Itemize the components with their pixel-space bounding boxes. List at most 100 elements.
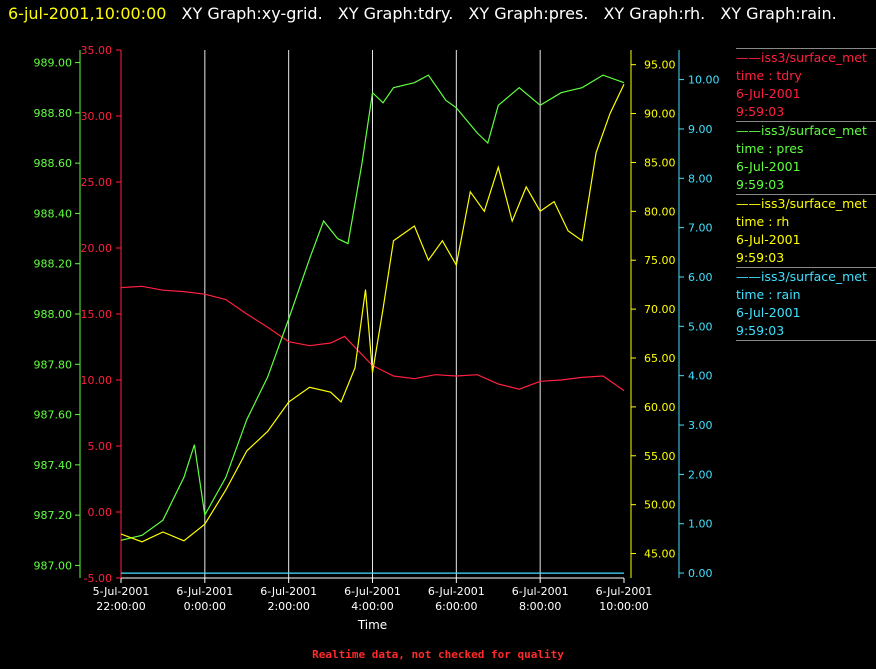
pres-axis-tick-label: 988.40 [34,207,73,220]
legend-source-row: ——iss3/surface_met [736,268,876,286]
rain-axis-tick-label: 2.00 [688,468,713,481]
pres-axis-tick-label: 987.20 [34,509,73,522]
x-tick-label-time: 8:00:00 [519,600,561,613]
legend-field: time : pres [736,141,804,156]
pres-axis-tick-label: 987.40 [34,459,73,472]
pres-axis-tick-label: 987.00 [34,559,73,572]
x-tick-label-date: 6-Jul-2001 [596,585,653,598]
rh-axis-tick-label: 80.00 [644,205,676,218]
legend-date: 6-Jul-2001 [736,305,801,320]
rain-axis-tick-label: 10.00 [688,74,720,87]
legend-date-row: 6-Jul-2001 [736,231,876,249]
pres-axis-tick-label: 988.60 [34,157,73,170]
rh-axis-tick-label: 70.00 [644,303,676,316]
x-tick-label-time: 4:00:00 [351,600,393,613]
legend-date: 6-Jul-2001 [736,86,801,101]
rh-axis-tick-label: 60.00 [644,401,676,414]
legend-entry-rain: ——iss3/surface_met time : rain 6-Jul-2001 9… [736,267,876,340]
rh-axis-tick-label: 65.00 [644,352,676,365]
legend-field-row: time : rh [736,213,876,231]
rain-axis-tick-label: 1.00 [688,518,713,531]
rain-axis-tick-label: 5.00 [688,320,713,333]
legend-time-row: 9:59:03 [736,249,876,267]
legend-time: 9:59:03 [736,104,785,119]
header: 6-jul-2001,10:00:00 XY Graph:xy-grid. XY… [8,2,837,26]
legend-entry-tdry: ——iss3/surface_met time : tdry 6-Jul-2001 9… [736,48,876,121]
legend-source: iss3/surface_met [761,123,867,138]
legend-date: 6-Jul-2001 [736,159,801,174]
rain-axis-tick-label: 0.00 [688,567,713,580]
pres-axis-tick-label: 987.80 [34,358,73,371]
header-title-xy-grid: XY Graph:xy-grid. [181,4,323,23]
tdry-axis-tick-label: 0.00 [88,506,113,519]
legend: ——iss3/surface_met time : tdry 6-Jul-2001 9… [736,48,876,341]
legend-field: time : rain [736,287,801,302]
pres-axis-tick-label: 988.00 [34,308,73,321]
pres-axis-tick-label: 988.20 [34,258,73,271]
tdry-axis-tick-label: 25.00 [81,176,113,189]
x-tick-label-time: 2:00:00 [267,600,309,613]
rain-axis-tick-label: 8.00 [688,172,713,185]
legend-swatch-line: —— [736,196,761,211]
rh-axis-tick-label: 45.00 [644,548,676,561]
pres-axis-tick-label: 988.80 [34,107,73,120]
series-line-tdry [120,285,625,392]
tdry-axis-tick-label: 5.00 [88,440,113,453]
x-axis-label: Time [357,618,387,632]
legend-swatch-line: —— [736,269,761,284]
legend-time: 9:59:03 [736,323,785,338]
tdry-axis-tick-label: 35.00 [81,44,113,57]
legend-field-row: time : rain [736,286,876,304]
legend-source: iss3/surface_met [761,196,867,211]
rh-axis-tick-label: 50.00 [644,499,676,512]
header-title-rain: XY Graph:rain. [720,4,837,23]
rh-axis-tick-label: 90.00 [644,108,676,121]
legend-field: time : tdry [736,68,802,83]
legend-date-row: 6-Jul-2001 [736,304,876,322]
legend-swatch-line: —— [736,50,761,65]
legend-field-row: time : pres [736,140,876,158]
rain-axis-tick-label: 7.00 [688,222,713,235]
legend-source-row: ——iss3/surface_met [736,195,876,213]
tdry-axis-tick-label: 20.00 [81,242,113,255]
x-tick-label-date: 6-Jul-2001 [428,585,485,598]
legend-date-row: 6-Jul-2001 [736,85,876,103]
x-tick-label-date: 6-Jul-2001 [260,585,317,598]
legend-bottom-divider [736,340,876,341]
tdry-axis-tick-label: 30.00 [81,110,113,123]
rh-axis-tick-label: 85.00 [644,156,676,169]
rain-axis-tick-label: 6.00 [688,271,713,284]
rain-axis-tick-label: 9.00 [688,123,713,136]
x-tick-label-time: 10:00:00 [599,600,648,613]
legend-swatch-line: —— [736,123,761,138]
legend-source-row: ——iss3/surface_met [736,122,876,140]
legend-time-row: 9:59:03 [736,322,876,340]
pres-axis-tick-label: 987.60 [34,409,73,422]
tdry-axis-tick-label: 10.00 [81,374,113,387]
x-tick-label-time: 0:00:00 [184,600,226,613]
legend-time-row: 9:59:03 [736,103,876,121]
legend-time-row: 9:59:03 [736,176,876,194]
legend-time: 9:59:03 [736,177,785,192]
legend-entry-rh: ——iss3/surface_met time : rh 6-Jul-2001 9:5… [736,194,876,267]
header-timestamp: 6-jul-2001,10:00:00 [8,4,167,23]
legend-source: iss3/surface_met [761,50,867,65]
tdry-axis-tick-label: 15.00 [81,308,113,321]
legend-source: iss3/surface_met [761,269,867,284]
legend-entry-pres: ——iss3/surface_met time : pres 6-Jul-2001 9… [736,121,876,194]
rh-axis-tick-label: 55.00 [644,450,676,463]
x-tick-label-time: 22:00:00 [96,600,145,613]
x-tick-label-date: 6-Jul-2001 [512,585,569,598]
legend-source-row: ——iss3/surface_met [736,49,876,67]
tdry-axis-tick-label: -5.00 [84,572,112,585]
x-tick-label-date: 6-Jul-2001 [344,585,401,598]
legend-time: 9:59:03 [736,250,785,265]
footer-quality-note: Realtime data, not checked for quality [312,648,564,661]
header-title-rh: XY Graph:rh. [603,4,706,23]
pres-axis-tick-label: 989.00 [34,57,73,70]
header-title-pres: XY Graph:pres. [468,4,589,23]
series-line-pres [120,74,625,541]
legend-date-row: 6-Jul-2001 [736,158,876,176]
legend-date: 6-Jul-2001 [736,232,801,247]
